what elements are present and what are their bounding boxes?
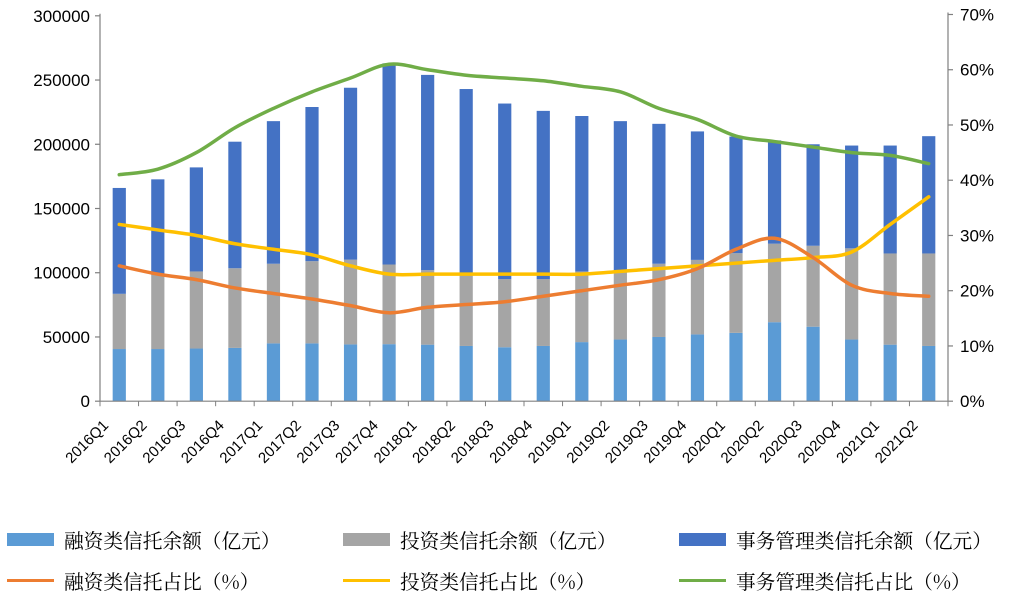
- svg-text:0: 0: [81, 392, 90, 411]
- svg-text:150000: 150000: [33, 200, 90, 219]
- svg-text:200000: 200000: [33, 135, 90, 154]
- svg-text:100000: 100000: [33, 264, 90, 283]
- svg-text:30%: 30%: [960, 226, 994, 245]
- svg-text:20%: 20%: [960, 282, 994, 301]
- svg-text:70%: 70%: [960, 5, 994, 24]
- svg-text:50%: 50%: [960, 116, 994, 135]
- svg-text:50000: 50000: [43, 328, 90, 347]
- svg-text:40%: 40%: [960, 171, 994, 190]
- svg-text:300000: 300000: [33, 7, 90, 26]
- svg-text:60%: 60%: [960, 61, 994, 80]
- svg-text:0%: 0%: [960, 392, 985, 411]
- svg-text:250000: 250000: [33, 71, 90, 90]
- svg-text:10%: 10%: [960, 337, 994, 356]
